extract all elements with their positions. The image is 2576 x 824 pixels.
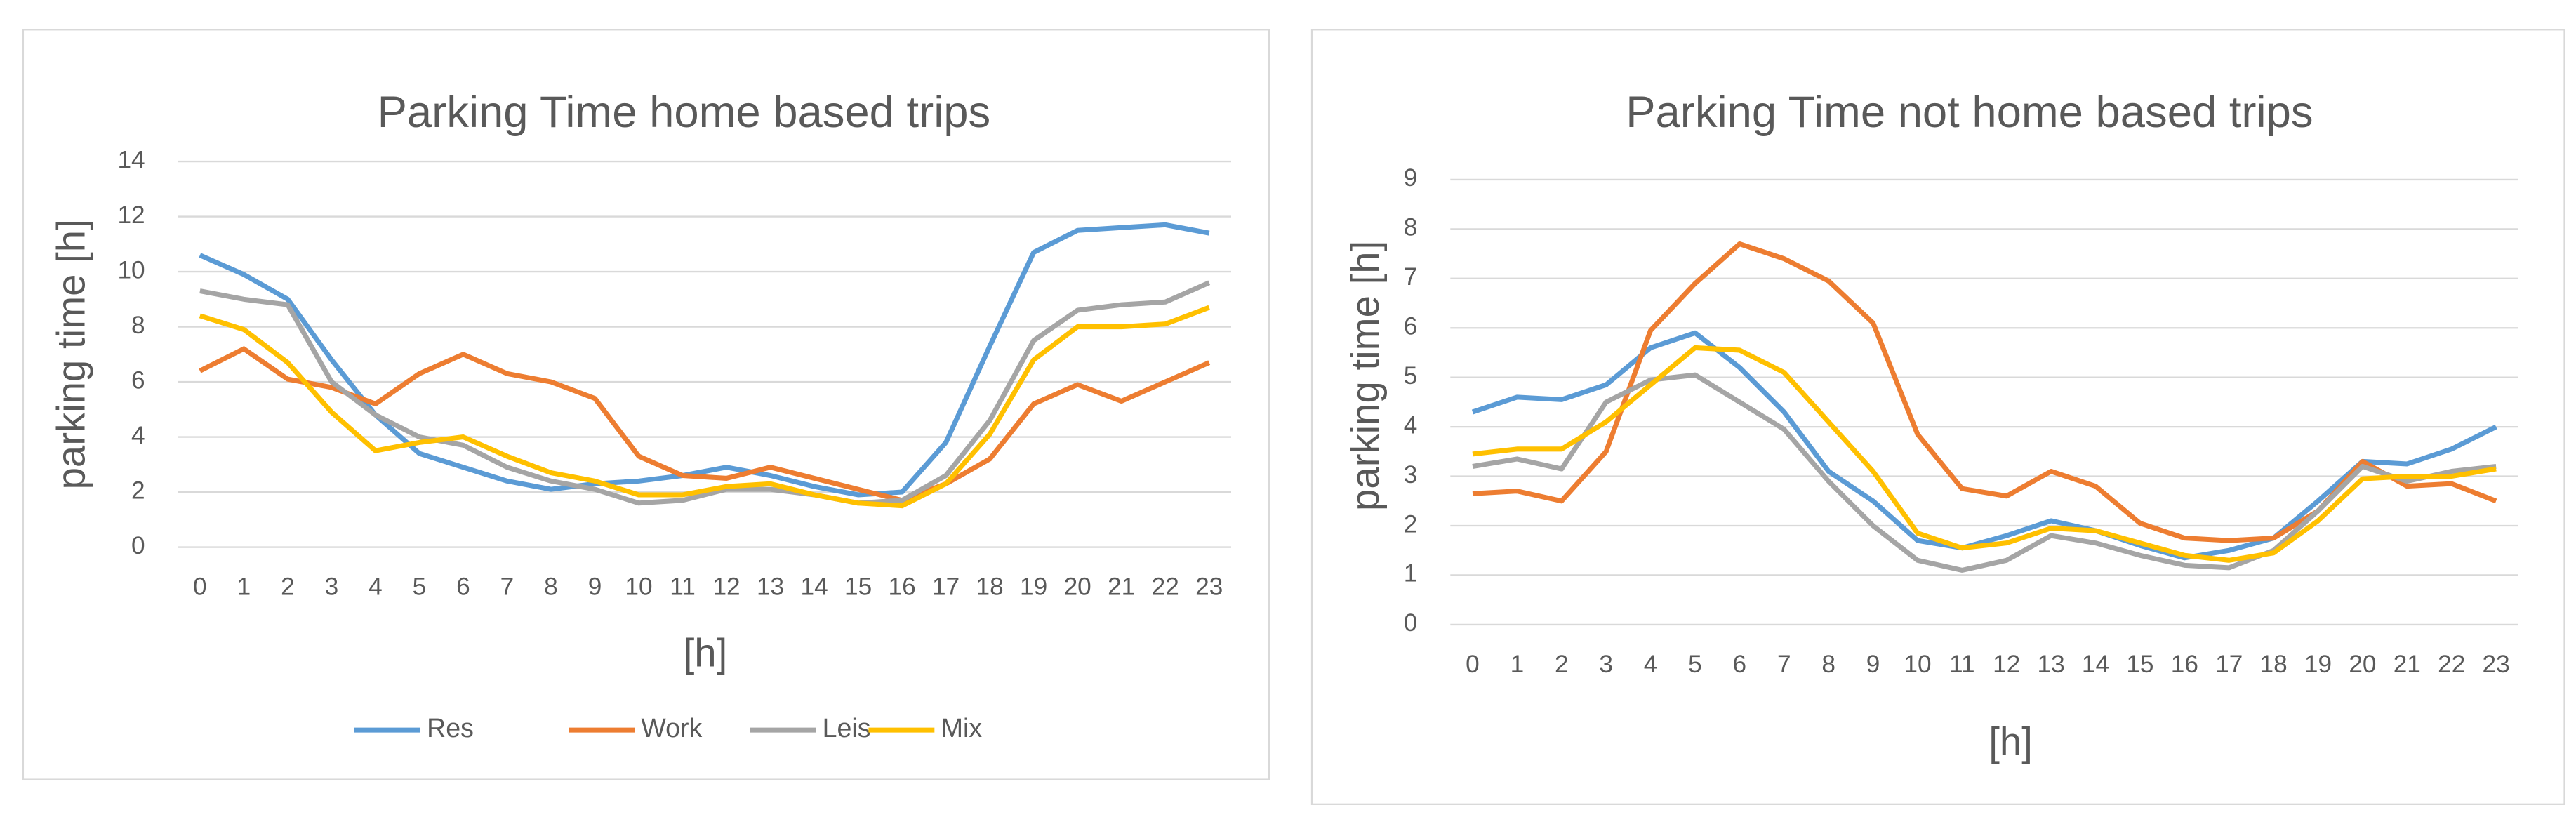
legend-label: Leis xyxy=(823,713,871,743)
x-tick-label: 7 xyxy=(500,573,514,601)
x-tick-label: 3 xyxy=(325,573,339,601)
x-tick-label: 13 xyxy=(2038,651,2065,678)
x-tick-label: 18 xyxy=(976,573,1004,601)
x-tick-label: 22 xyxy=(1152,573,1179,601)
x-tick-label: 23 xyxy=(1195,573,1223,601)
legend-label: Work xyxy=(641,713,702,743)
x-tick-label: 1 xyxy=(1511,651,1525,678)
x-tick-label: 8 xyxy=(544,573,558,601)
y-tick-label: 14 xyxy=(117,146,145,173)
y-tick-label: 0 xyxy=(131,532,145,559)
x-axis-label: [h] xyxy=(684,630,728,675)
x-tick-label: 10 xyxy=(625,573,652,601)
x-tick-label: 17 xyxy=(932,573,960,601)
x-tick-label: 9 xyxy=(1866,651,1880,678)
x-tick-label: 21 xyxy=(1108,573,1135,601)
y-axis-label: parking time [h] xyxy=(49,219,93,489)
x-tick-label: 4 xyxy=(1644,651,1658,678)
series-line xyxy=(1472,372,2497,573)
y-tick-label: 0 xyxy=(1404,609,1418,637)
y-tick-label: 9 xyxy=(1404,164,1418,192)
y-axis-label: parking time [h] xyxy=(1343,241,1387,511)
x-tick-label: 19 xyxy=(2304,651,2332,678)
x-tick-label: 16 xyxy=(889,573,916,601)
series-line xyxy=(199,280,1211,506)
y-tick-label: 4 xyxy=(131,422,145,449)
x-tick-label: 11 xyxy=(1949,651,1975,678)
y-tick-label: 4 xyxy=(1404,411,1418,439)
x-tick-label: 20 xyxy=(1064,573,1091,601)
y-tick-label: 1 xyxy=(1404,560,1418,587)
panel xyxy=(1310,29,2565,805)
x-tick-label: 12 xyxy=(1993,651,2020,678)
x-tick-label: 10 xyxy=(1904,651,1931,678)
x-tick-label: 8 xyxy=(1821,651,1835,678)
x-tick-label: 4 xyxy=(369,573,383,601)
y-tick-label: 5 xyxy=(1404,362,1418,390)
x-tick-label: 21 xyxy=(2394,651,2421,678)
x-tick-label: 16 xyxy=(2171,651,2198,678)
y-tick-label: 8 xyxy=(131,312,145,339)
series-line xyxy=(199,305,1210,509)
x-tick-label: 2 xyxy=(1555,651,1569,678)
x-tick-label: 14 xyxy=(2082,651,2109,678)
x-tick-label: 6 xyxy=(1733,651,1747,678)
x-tick-label: 9 xyxy=(588,573,602,601)
series-line xyxy=(199,222,1210,498)
x-tick-label: 2 xyxy=(281,573,295,601)
chart-title: Parking Time not home based trips xyxy=(1626,88,2313,137)
x-tick-label: 7 xyxy=(1777,651,1791,678)
y-tick-label: 6 xyxy=(131,366,145,394)
x-axis-label: [h] xyxy=(1989,719,2033,764)
x-tick-label: 6 xyxy=(456,573,470,601)
y-tick-label: 7 xyxy=(1404,263,1418,291)
y-tick-label: 8 xyxy=(1404,214,1418,241)
legend-label: Res xyxy=(427,713,474,743)
y-tick-label: 2 xyxy=(1404,510,1418,538)
y-tick-label: 6 xyxy=(1404,313,1418,340)
x-tick-label: 14 xyxy=(800,573,828,601)
x-tick-label: 18 xyxy=(2260,651,2288,678)
y-tick-label: 10 xyxy=(117,256,145,284)
x-tick-label: 11 xyxy=(670,573,696,601)
x-tick-label: 22 xyxy=(2438,651,2465,678)
chart-title: Parking Time home based trips xyxy=(378,88,991,137)
y-tick-label: 2 xyxy=(131,477,145,504)
y-tick-label: 12 xyxy=(117,201,145,229)
x-tick-label: 3 xyxy=(1599,651,1613,678)
legend-label: Mix xyxy=(941,713,983,743)
series-line xyxy=(1472,345,2497,563)
x-tick-label: 0 xyxy=(193,573,207,601)
x-tick-label: 12 xyxy=(712,573,740,601)
panel xyxy=(22,29,1270,780)
x-tick-label: 20 xyxy=(2349,651,2376,678)
y-tick-label: 3 xyxy=(1404,461,1418,489)
x-tick-label: 5 xyxy=(413,573,427,601)
x-tick-label: 5 xyxy=(1688,651,1702,678)
x-tick-label: 19 xyxy=(1020,573,1047,601)
x-tick-label: 1 xyxy=(237,573,251,601)
x-tick-label: 13 xyxy=(757,573,784,601)
x-tick-label: 23 xyxy=(2483,651,2510,678)
series-line xyxy=(199,346,1211,503)
x-tick-label: 15 xyxy=(844,573,872,601)
x-tick-label: 17 xyxy=(2215,651,2243,678)
x-tick-label: 15 xyxy=(2126,651,2153,678)
x-tick-label: 0 xyxy=(1466,651,1480,678)
